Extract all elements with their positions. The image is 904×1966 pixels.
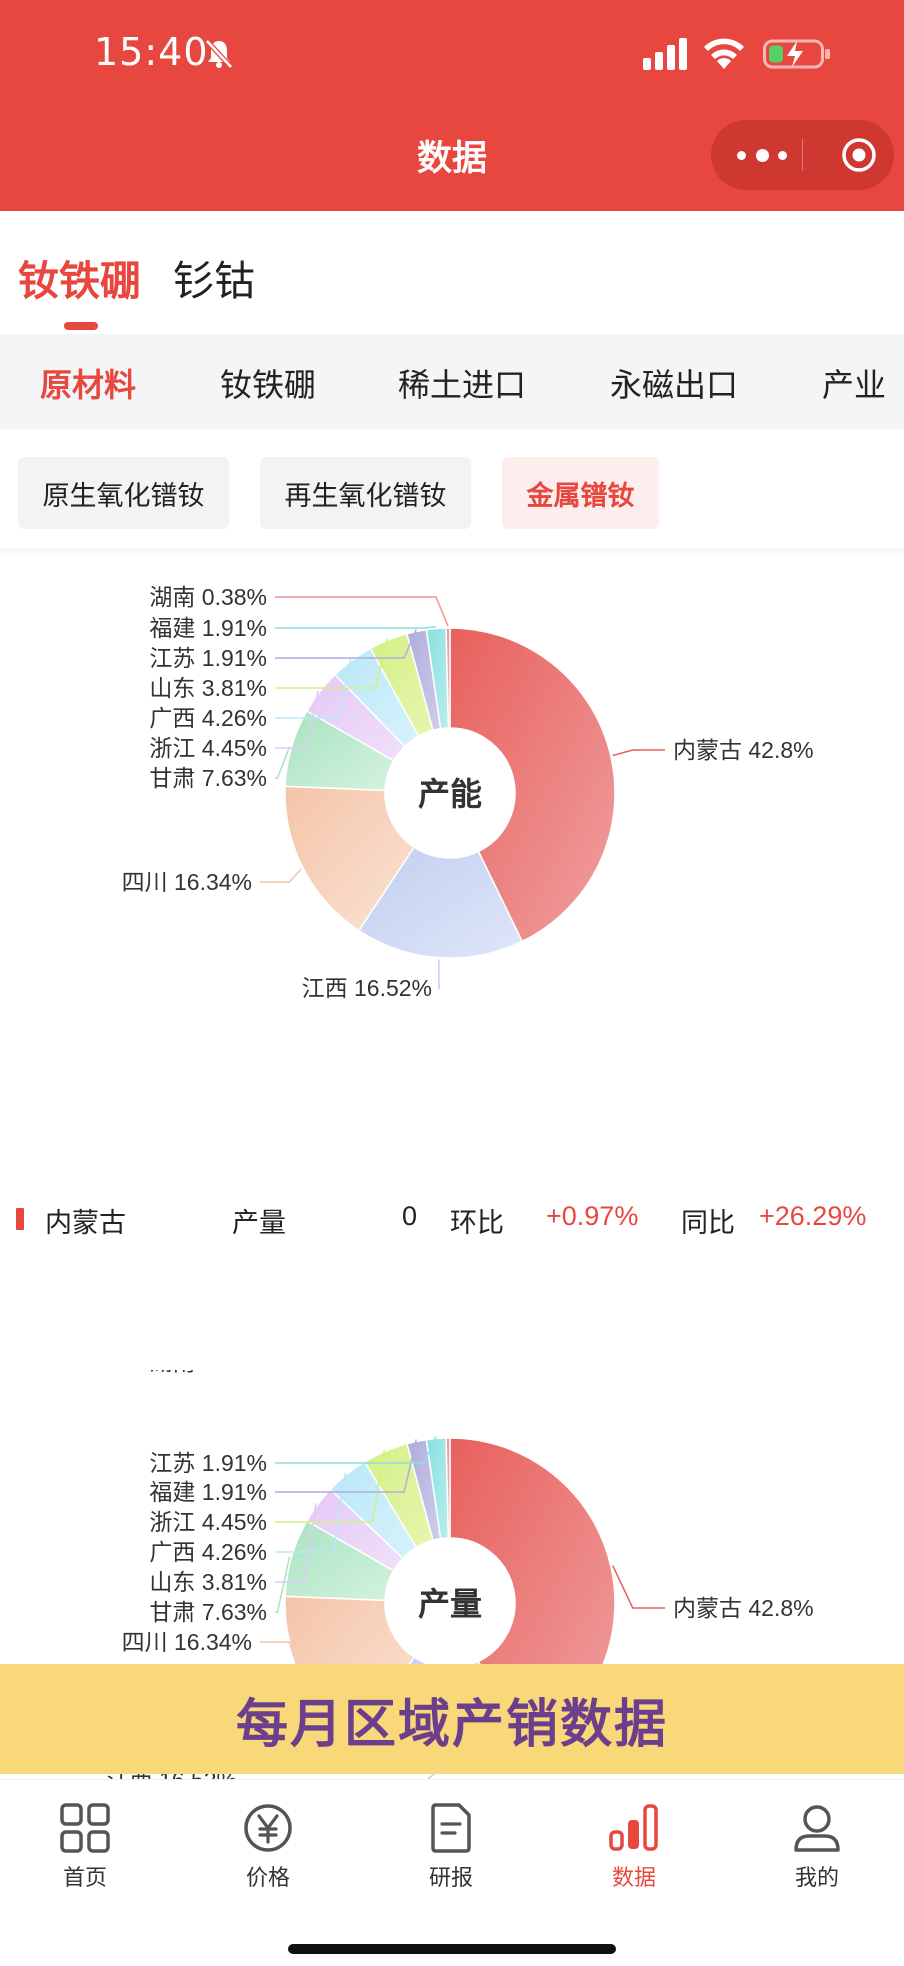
center-label: 产量 xyxy=(418,1586,482,1622)
label-leader-内蒙古 xyxy=(612,749,665,757)
slice-label-山东: 山东 3.81% xyxy=(149,675,267,701)
top-tab-bar: 钕铁硼 钐钴 xyxy=(0,211,904,334)
slice-label-浙江: 浙江 4.45% xyxy=(149,1509,267,1535)
cell-signal-icon xyxy=(643,38,687,70)
label-leader-广西 xyxy=(275,658,352,719)
slice-label-福建: 福建 1.91% xyxy=(149,1479,267,1505)
slice-label-广西: 广西 4.26% xyxy=(149,705,267,731)
yoy-label: 同比 xyxy=(681,1208,735,1238)
slice-label-内蒙古: 内蒙古 42.8% xyxy=(673,1595,814,1621)
status-time: 15:40 xyxy=(94,30,209,74)
app-header: 15:40 数据 xyxy=(0,0,904,211)
user-icon xyxy=(794,1805,840,1852)
tab-ndfeb[interactable]: 钕铁硼 xyxy=(18,257,141,305)
pie-slice-湖南[interactable] xyxy=(445,1437,451,1539)
close-miniapp-icon[interactable] xyxy=(841,137,877,173)
label-leader-甘肃 xyxy=(275,1556,291,1613)
tab-rare-earth-import[interactable]: 稀土进口 xyxy=(398,366,527,404)
miniapp-capsule xyxy=(711,120,894,190)
chip-recycled-prnd-oxide[interactable]: 再生氧化镨钕 xyxy=(260,457,471,529)
nav-report-label: 研报 xyxy=(428,1866,473,1891)
label-leader-甘肃 xyxy=(275,746,291,779)
slice-label-四川: 四川 16.34% xyxy=(122,869,252,895)
tab-raw-materials[interactable]: 原材料 xyxy=(40,366,137,404)
capsule-divider xyxy=(802,139,803,171)
nav-profile[interactable]: 我的 xyxy=(757,1802,877,1892)
slice-label-江苏: 江苏 1.91% xyxy=(149,1450,267,1476)
donut-hole xyxy=(386,1539,514,1667)
donut-hole xyxy=(386,729,514,857)
slice-label-浙江: 浙江 4.45% xyxy=(149,735,267,761)
wifi-icon xyxy=(704,38,744,69)
pie-slice-内蒙古[interactable] xyxy=(449,627,616,943)
label-leader-江西 xyxy=(438,959,440,989)
nav-report[interactable]: 研报 xyxy=(391,1802,511,1892)
label-leader-江苏 xyxy=(275,629,417,659)
label-leader-山东 xyxy=(275,1503,317,1583)
slice-label-四川: 四川 16.34% xyxy=(122,1629,252,1655)
label-leader-广西 xyxy=(275,1472,347,1553)
bar-chart-icon xyxy=(609,1804,658,1851)
banner-text: 每月区域产销数据 xyxy=(235,1694,668,1755)
yoy-value: +26.29% xyxy=(759,1201,867,1231)
tab-industry[interactable]: 产业 xyxy=(822,366,887,404)
metric-value: 0 xyxy=(402,1201,418,1231)
nav-price[interactable]: 价格 xyxy=(208,1802,328,1892)
nav-home-label: 首页 xyxy=(62,1866,107,1891)
slice-label-福建: 福建 1.91% xyxy=(149,615,267,641)
nav-data[interactable]: 数据 xyxy=(574,1802,694,1892)
tab-ndfeb-category[interactable]: 钕铁硼 xyxy=(220,366,317,404)
bottom-nav: 首页 价格 研报 数据 我的 xyxy=(0,1779,904,1966)
bell-muted-icon xyxy=(205,39,233,69)
report-icon xyxy=(431,1803,471,1853)
label-leader-山东 xyxy=(275,637,389,689)
grid-icon xyxy=(60,1803,110,1853)
capacity-pie-chart: 内蒙古 42.8% 江西 16.52% 四川 16.34% 甘肃 7.63% 浙江 4.… xyxy=(122,584,814,1001)
pie-slice-四川[interactable] xyxy=(284,785,416,932)
label-leader-四川 xyxy=(260,868,302,883)
slice-label-广西: 广西 4.26% xyxy=(149,1539,267,1565)
legend-marker xyxy=(16,1208,24,1230)
center-label: 产能 xyxy=(418,776,482,812)
slice-label-甘肃: 甘肃 7.63% xyxy=(149,765,267,791)
nav-data-label: 数据 xyxy=(611,1866,656,1891)
label-leader-江苏 xyxy=(275,1436,437,1464)
label-leader-浙江 xyxy=(275,690,319,749)
label-leader-湖南 xyxy=(275,596,449,627)
mom-label: 环比 xyxy=(450,1208,504,1238)
chip-prnd-metal[interactable]: 金属镨钕 xyxy=(502,457,659,529)
slice-label-甘肃: 甘肃 7.63% xyxy=(149,1599,267,1625)
category-tab-bar: 原材料 钕铁硼 稀土进口 永磁出口 产业 xyxy=(0,334,904,429)
pie-slice-湖南[interactable] xyxy=(445,627,451,729)
label-leader-福建 xyxy=(275,1439,417,1493)
home-indicator xyxy=(288,1944,616,1954)
label-leader-福建 xyxy=(275,625,437,629)
tab-smco[interactable]: 钐钴 xyxy=(173,257,255,305)
yen-icon xyxy=(244,1804,292,1852)
active-tab-indicator xyxy=(64,322,98,330)
nav-profile-label: 我的 xyxy=(794,1866,839,1891)
slice-label-江西: 江西 16.52% xyxy=(302,975,432,1001)
tab-magnet-export[interactable]: 永磁出口 xyxy=(610,366,739,404)
promo-banner: 每月区域产销数据 xyxy=(0,1664,904,1774)
battery-charging-icon xyxy=(763,39,830,69)
slice-label-江苏: 江苏 1.91% xyxy=(149,645,267,671)
slice-label-山东: 山东 3.81% xyxy=(149,1569,267,1595)
section-divider xyxy=(0,548,904,558)
mom-value: +0.97% xyxy=(546,1201,639,1231)
nav-home[interactable]: 首页 xyxy=(25,1802,145,1892)
more-menu-icon[interactable] xyxy=(737,142,787,168)
label-leader-浙江 xyxy=(275,1449,386,1523)
slice-label-内蒙古: 内蒙古 42.8% xyxy=(673,737,814,763)
region-summary-row: 内蒙古 产量 0 环比 +0.97% 同比 +26.29% xyxy=(0,1195,904,1245)
region-name: 内蒙古 xyxy=(45,1208,126,1238)
metric-label: 产量 xyxy=(232,1208,286,1238)
page-title: 数据 xyxy=(416,139,487,179)
pie-slice-江西[interactable] xyxy=(357,846,524,959)
label-leader-内蒙古 xyxy=(612,1565,665,1609)
chip-primary-prnd-oxide[interactable]: 原生氧化镨钕 xyxy=(18,457,229,529)
slice-label-湖南: 湖南 0.38% xyxy=(149,1370,267,1375)
nav-price-label: 价格 xyxy=(245,1866,290,1891)
slice-label-湖南: 湖南 0.38% xyxy=(149,584,267,610)
